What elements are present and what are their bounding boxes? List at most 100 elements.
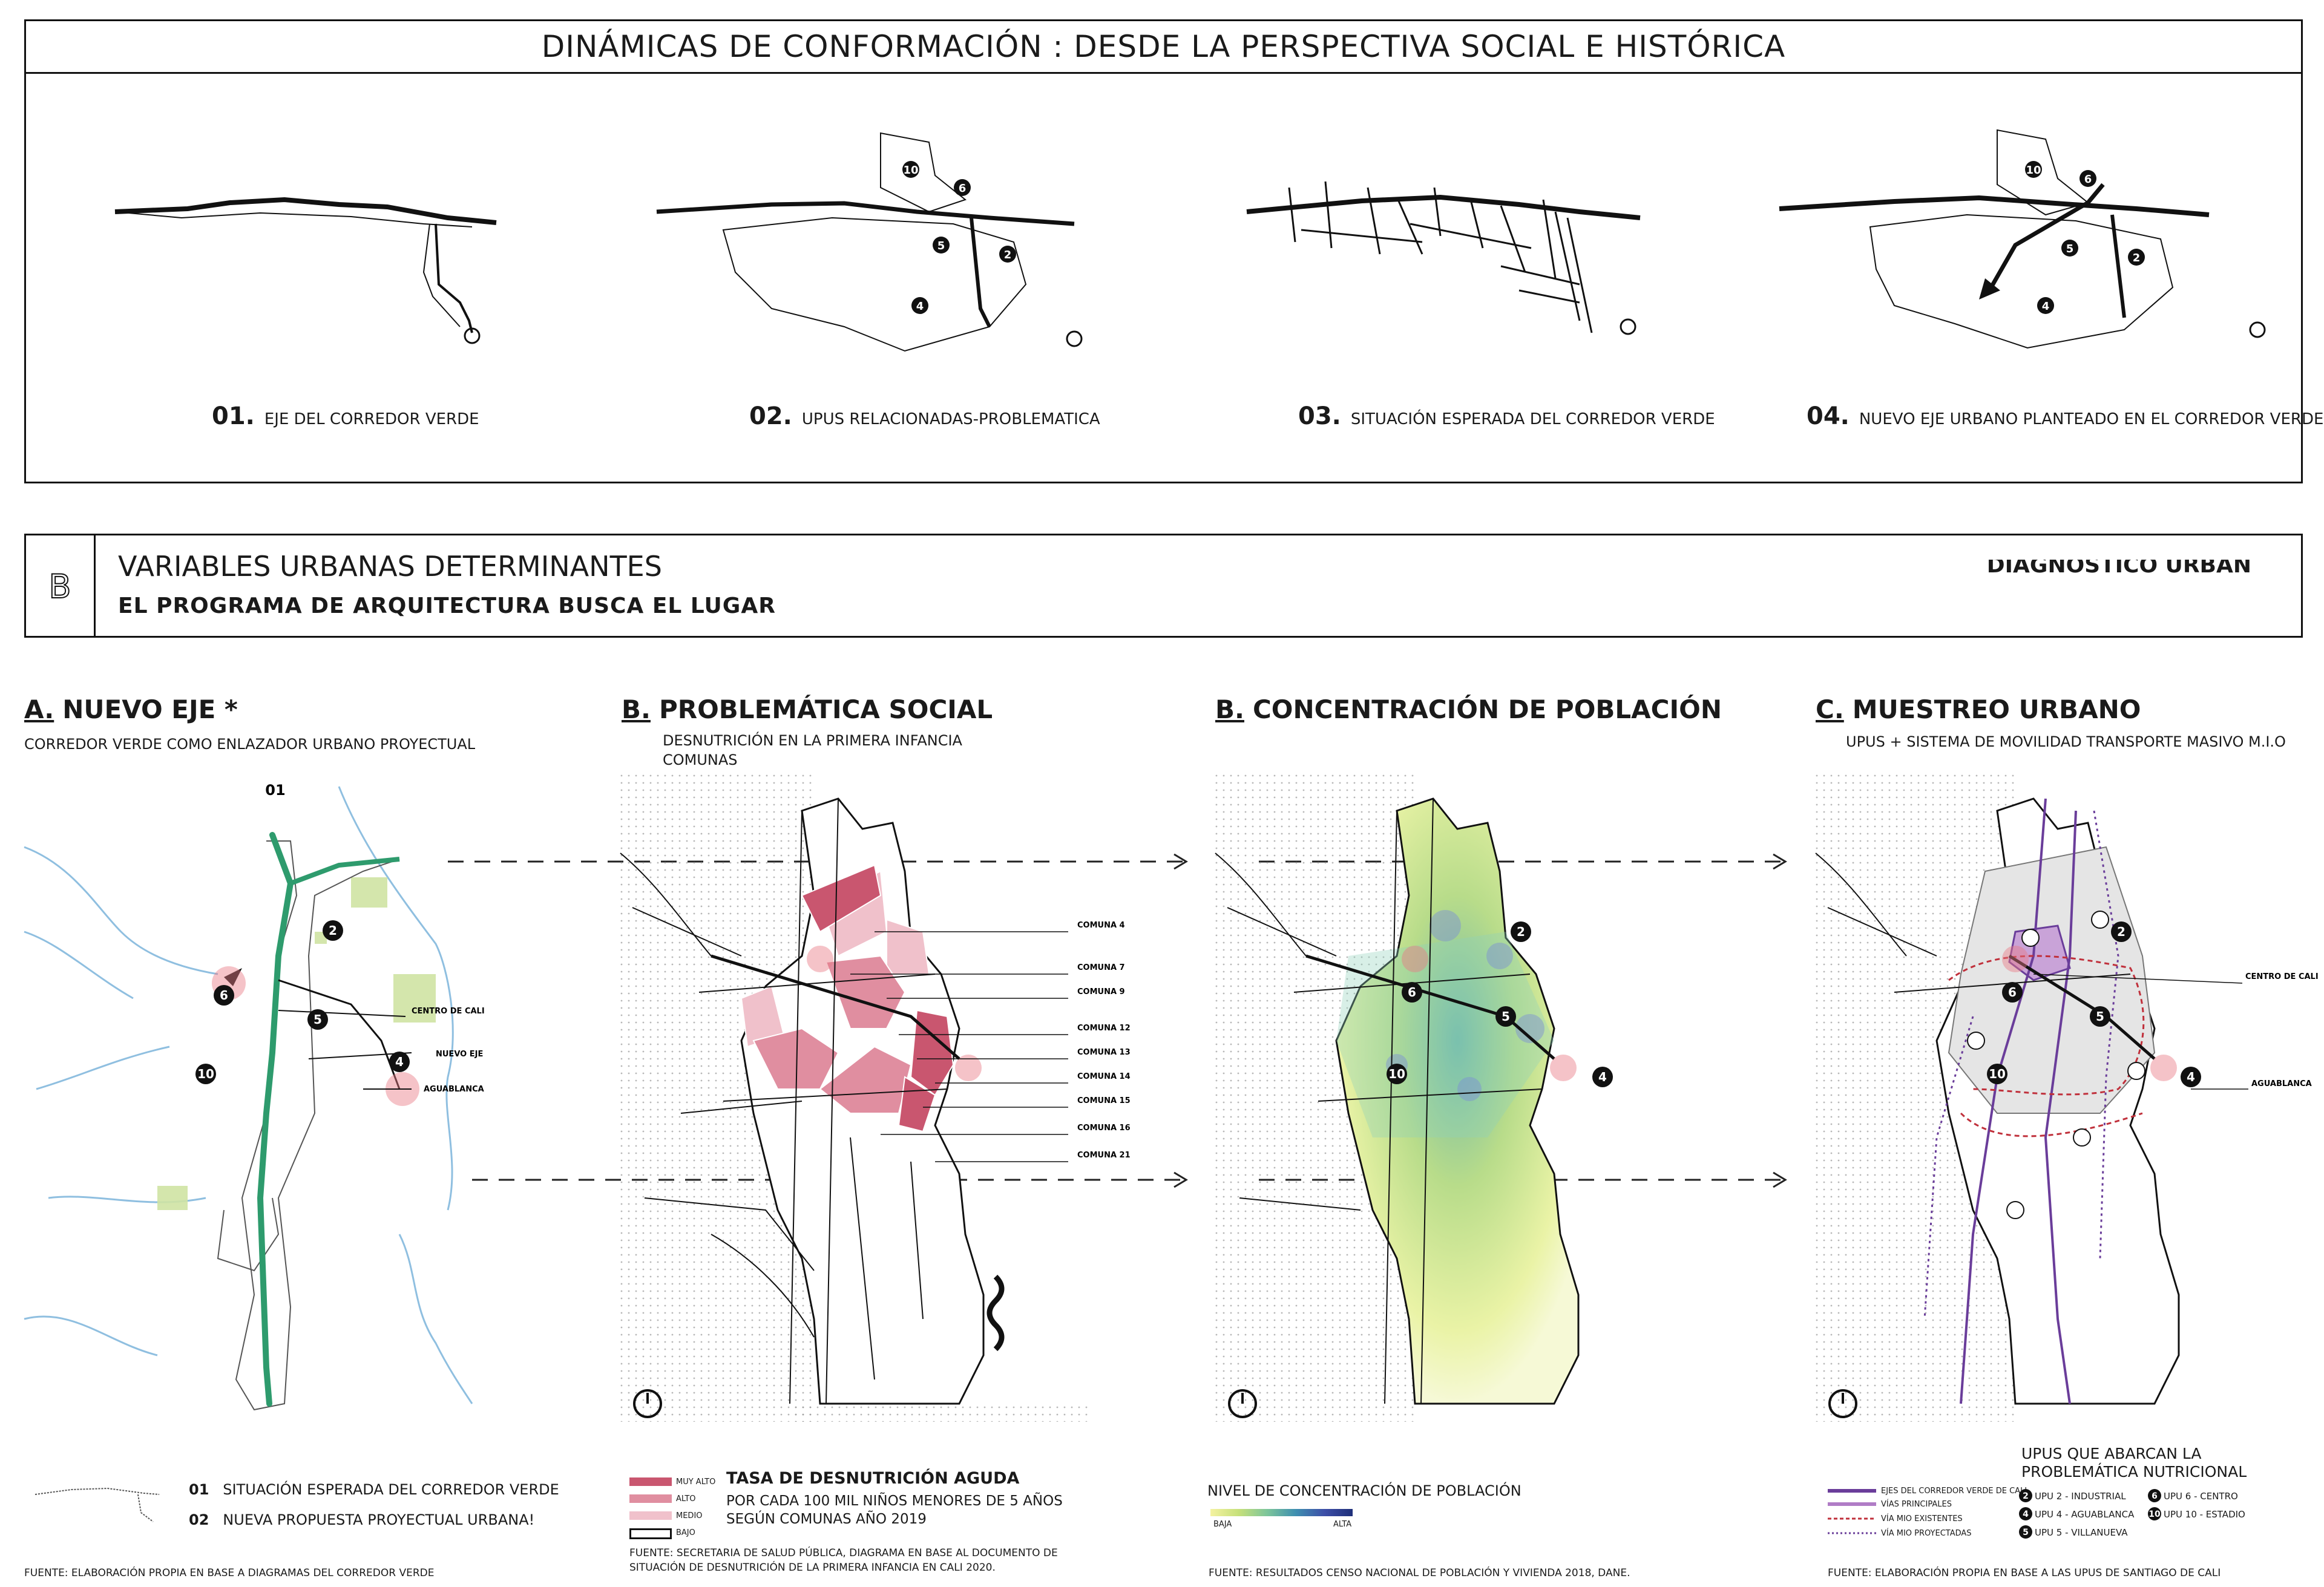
legend-c-upu-5: UPU 5 - VILLANUEVA [2035,1527,2128,1538]
svg-text:4: 4 [1598,1070,1607,1084]
svg-text:5: 5 [2023,1528,2029,1537]
svg-text:4: 4 [2023,1510,2029,1519]
svg-text:COMUNA 13: COMUNA 13 [1077,1048,1131,1057]
legend-b2-high: ALTA [1333,1520,1352,1529]
panel-b2-heading: B. CONCENTRACIÓN DE POBLACIÓN [1215,695,1722,724]
legend-c-upu-badges: 2 6 4 10 5 [2019,1489,2161,1539]
source-b1: FUENTE: SECRETARIA DE SALUD PÚBLICA, DIA… [629,1547,1058,1574]
panel-a-heading: A. NUEVO EJE * [24,695,238,724]
svg-text:5: 5 [937,240,945,252]
legend-b1-level-3: BAJO [676,1528,695,1537]
source-a: FUENTE: ELABORACIÓN PROPIA EN BASE A DIA… [24,1567,435,1579]
svg-text:6: 6 [1408,985,1416,1000]
step-label-01: 01. EJE DEL CORREDOR VERDE [212,402,479,430]
legend-b1-sub: POR CADA 100 MIL NIÑOS MENORES DE 5 AÑOS… [726,1493,1063,1527]
legend-b2-low: BAJA [1213,1520,1232,1529]
svg-text:2: 2 [2117,924,2125,939]
svg-text:6: 6 [2152,1491,2158,1501]
svg-text:4: 4 [2187,1070,2195,1084]
step-diagram-01 [114,197,497,344]
legend-b1-level-1: ALTO [676,1494,696,1504]
map-muestreo: 2 6 5 4 10 CENTRO DE CALI AGUABLANCA [1815,774,2319,1422]
section-right-tag: DIAGNOSTICO URBAN [1986,560,2251,577]
step-label-03: 03. SITUACIÓN ESPERADA DEL CORREDOR VERDE [1298,402,1715,430]
svg-text:5: 5 [313,1012,322,1027]
svg-text:6: 6 [2084,173,2092,186]
section-subtitle: EL PROGRAMA DE ARQUITECTURA BUSCA EL LUG… [118,594,776,618]
svg-text:10: 10 [197,1067,214,1081]
legend-b1-title: TASA DE DESNUTRICIÓN AGUDA [726,1469,1020,1488]
legend-c-lines [1828,1489,1876,1534]
legend-b1-swatches [629,1477,672,1539]
legend-b2-gradient [1210,1509,1353,1516]
svg-text:2: 2 [2023,1491,2029,1501]
svg-text:AGUABLANCA: AGUABLANCA [424,1085,484,1094]
svg-text:COMUNA 9: COMUNA 9 [1077,987,1125,996]
legend-c-upu-6: UPU 6 - CENTRO [2164,1491,2238,1502]
source-b2: FUENTE: RESULTADOS CENSO NACIONAL DE POB… [1209,1567,1630,1579]
step-label-02: 02. UPUS RELACIONADAS-PROBLEMATICA [749,402,1100,430]
legend-a-item-01: 01 SITUACIÓN ESPERADA DEL CORREDOR VERDE [189,1481,559,1498]
top-frame [24,72,2303,483]
legend-b2-title: NIVEL DE CONCENTRACIÓN DE POBLACIÓN [1207,1482,1521,1499]
svg-text:5: 5 [1502,1009,1510,1024]
svg-text:COMUNA 4: COMUNA 4 [1077,921,1125,930]
svg-text:10: 10 [2148,1510,2161,1519]
panel-c-heading: C. MUESTREO URBANO [1816,695,2141,724]
legend-c-upus-title: UPUS QUE ABARCAN LA PROBLEMÁTICA NUTRICIO… [2021,1445,2247,1481]
legend-c-upu-4: UPU 4 - AGUABLANCA [2035,1509,2135,1520]
map-desnutricion: COMUNA 4 COMUNA 7 COMUNA 9 COMUNA 12 COM… [620,774,1131,1422]
upu-badge: 10 [903,164,918,177]
legend-a-mini-map [34,1487,160,1522]
svg-text:COMUNA 7: COMUNA 7 [1077,963,1125,972]
svg-text:6: 6 [959,182,967,195]
map-nuevo-eje: 2 6 5 4 10 01 CENTRO DE CALI NUEVO EJE A… [24,782,485,1411]
svg-text:10: 10 [1388,1067,1405,1081]
svg-text:AGUABLANCA: AGUABLANCA [2251,1079,2312,1088]
svg-text:4: 4 [916,300,924,313]
legend-a-item-02: 02 NUEVA PROPUESTA PROYECTUAL URBANA! [189,1511,535,1528]
source-c: FUENTE: ELABORACIÓN PROPIA EN BASE A LAS… [1828,1567,2221,1579]
svg-text:4: 4 [395,1055,404,1069]
legend-c-upu-2: UPU 2 - INDUSTRIAL [2035,1491,2126,1502]
legend-b1-level-0: MUY ALTO [676,1477,716,1487]
svg-text:NUEVO EJE: NUEVO EJE [436,1050,483,1059]
svg-text:10: 10 [1989,1067,2006,1081]
panel-c-subtitle: UPUS + SISTEMA DE MOVILIDAD TRANSPORTE M… [1846,733,2286,750]
section-title: VARIABLES URBANAS DETERMINANTES [118,550,662,583]
svg-text:01: 01 [265,782,285,799]
step-diagram-03 [1246,181,1641,335]
panel-a-subtitle: CORREDOR VERDE COMO ENLAZADOR URBANO PRO… [24,736,476,753]
step-diagram-04: 10 6 5 2 4 [1779,129,2266,349]
legend-c-line-2: VÍA MIO EXISTENTES [1881,1514,1963,1523]
svg-text:COMUNA 21: COMUNA 21 [1077,1151,1131,1160]
svg-text:10: 10 [2026,164,2041,177]
svg-text:2: 2 [1004,249,1012,261]
svg-text:6: 6 [220,988,228,1003]
panel-b1-heading: B. PROBLEMÁTICA SOCIAL [622,695,993,724]
step-label-04: 04. NUEVO EJE URBANO PLANTEADO EN EL CORR… [1807,402,2324,430]
svg-text:2: 2 [2133,252,2141,264]
svg-text:COMUNA 12: COMUNA 12 [1077,1024,1131,1033]
svg-text:5: 5 [2096,1009,2104,1024]
section-b-icon: B [26,535,96,636]
panel-b1-subtitle: DESNUTRICIÓN EN LA PRIMERA INFANCIA COMUN… [663,732,962,768]
step-diagram-02: 10 6 5 2 4 [656,132,1083,352]
svg-text:B: B [48,568,71,606]
svg-text:6: 6 [2008,985,2017,1000]
legend-c-line-0: EJES DEL CORREDOR VERDE DE CALI [1881,1487,2027,1496]
svg-text:2: 2 [329,923,337,938]
svg-text:CENTRO DE CALI: CENTRO DE CALI [412,1007,485,1016]
section-header: B VARIABLES URBANAS DETERMINANTES EL PRO… [24,534,2303,638]
svg-text:COMUNA 16: COMUNA 16 [1077,1124,1131,1133]
svg-text:CENTRO DE CALI: CENTRO DE CALI [2245,972,2319,981]
svg-text:COMUNA 15: COMUNA 15 [1077,1096,1131,1105]
legend-c-line-3: VÍA MIO PROYECTADAS [1881,1529,1972,1538]
legend-b1-level-2: MEDIO [676,1511,703,1520]
svg-text:COMUNA 14: COMUNA 14 [1077,1072,1131,1081]
svg-text:4: 4 [2042,300,2050,313]
map-poblacion: 2 6 5 4 10 [1215,774,1613,1422]
svg-text:5: 5 [2066,243,2074,255]
legend-c-line-1: VÍAS PRINCIPALES [1881,1500,1952,1509]
svg-text:2: 2 [1517,924,1525,939]
